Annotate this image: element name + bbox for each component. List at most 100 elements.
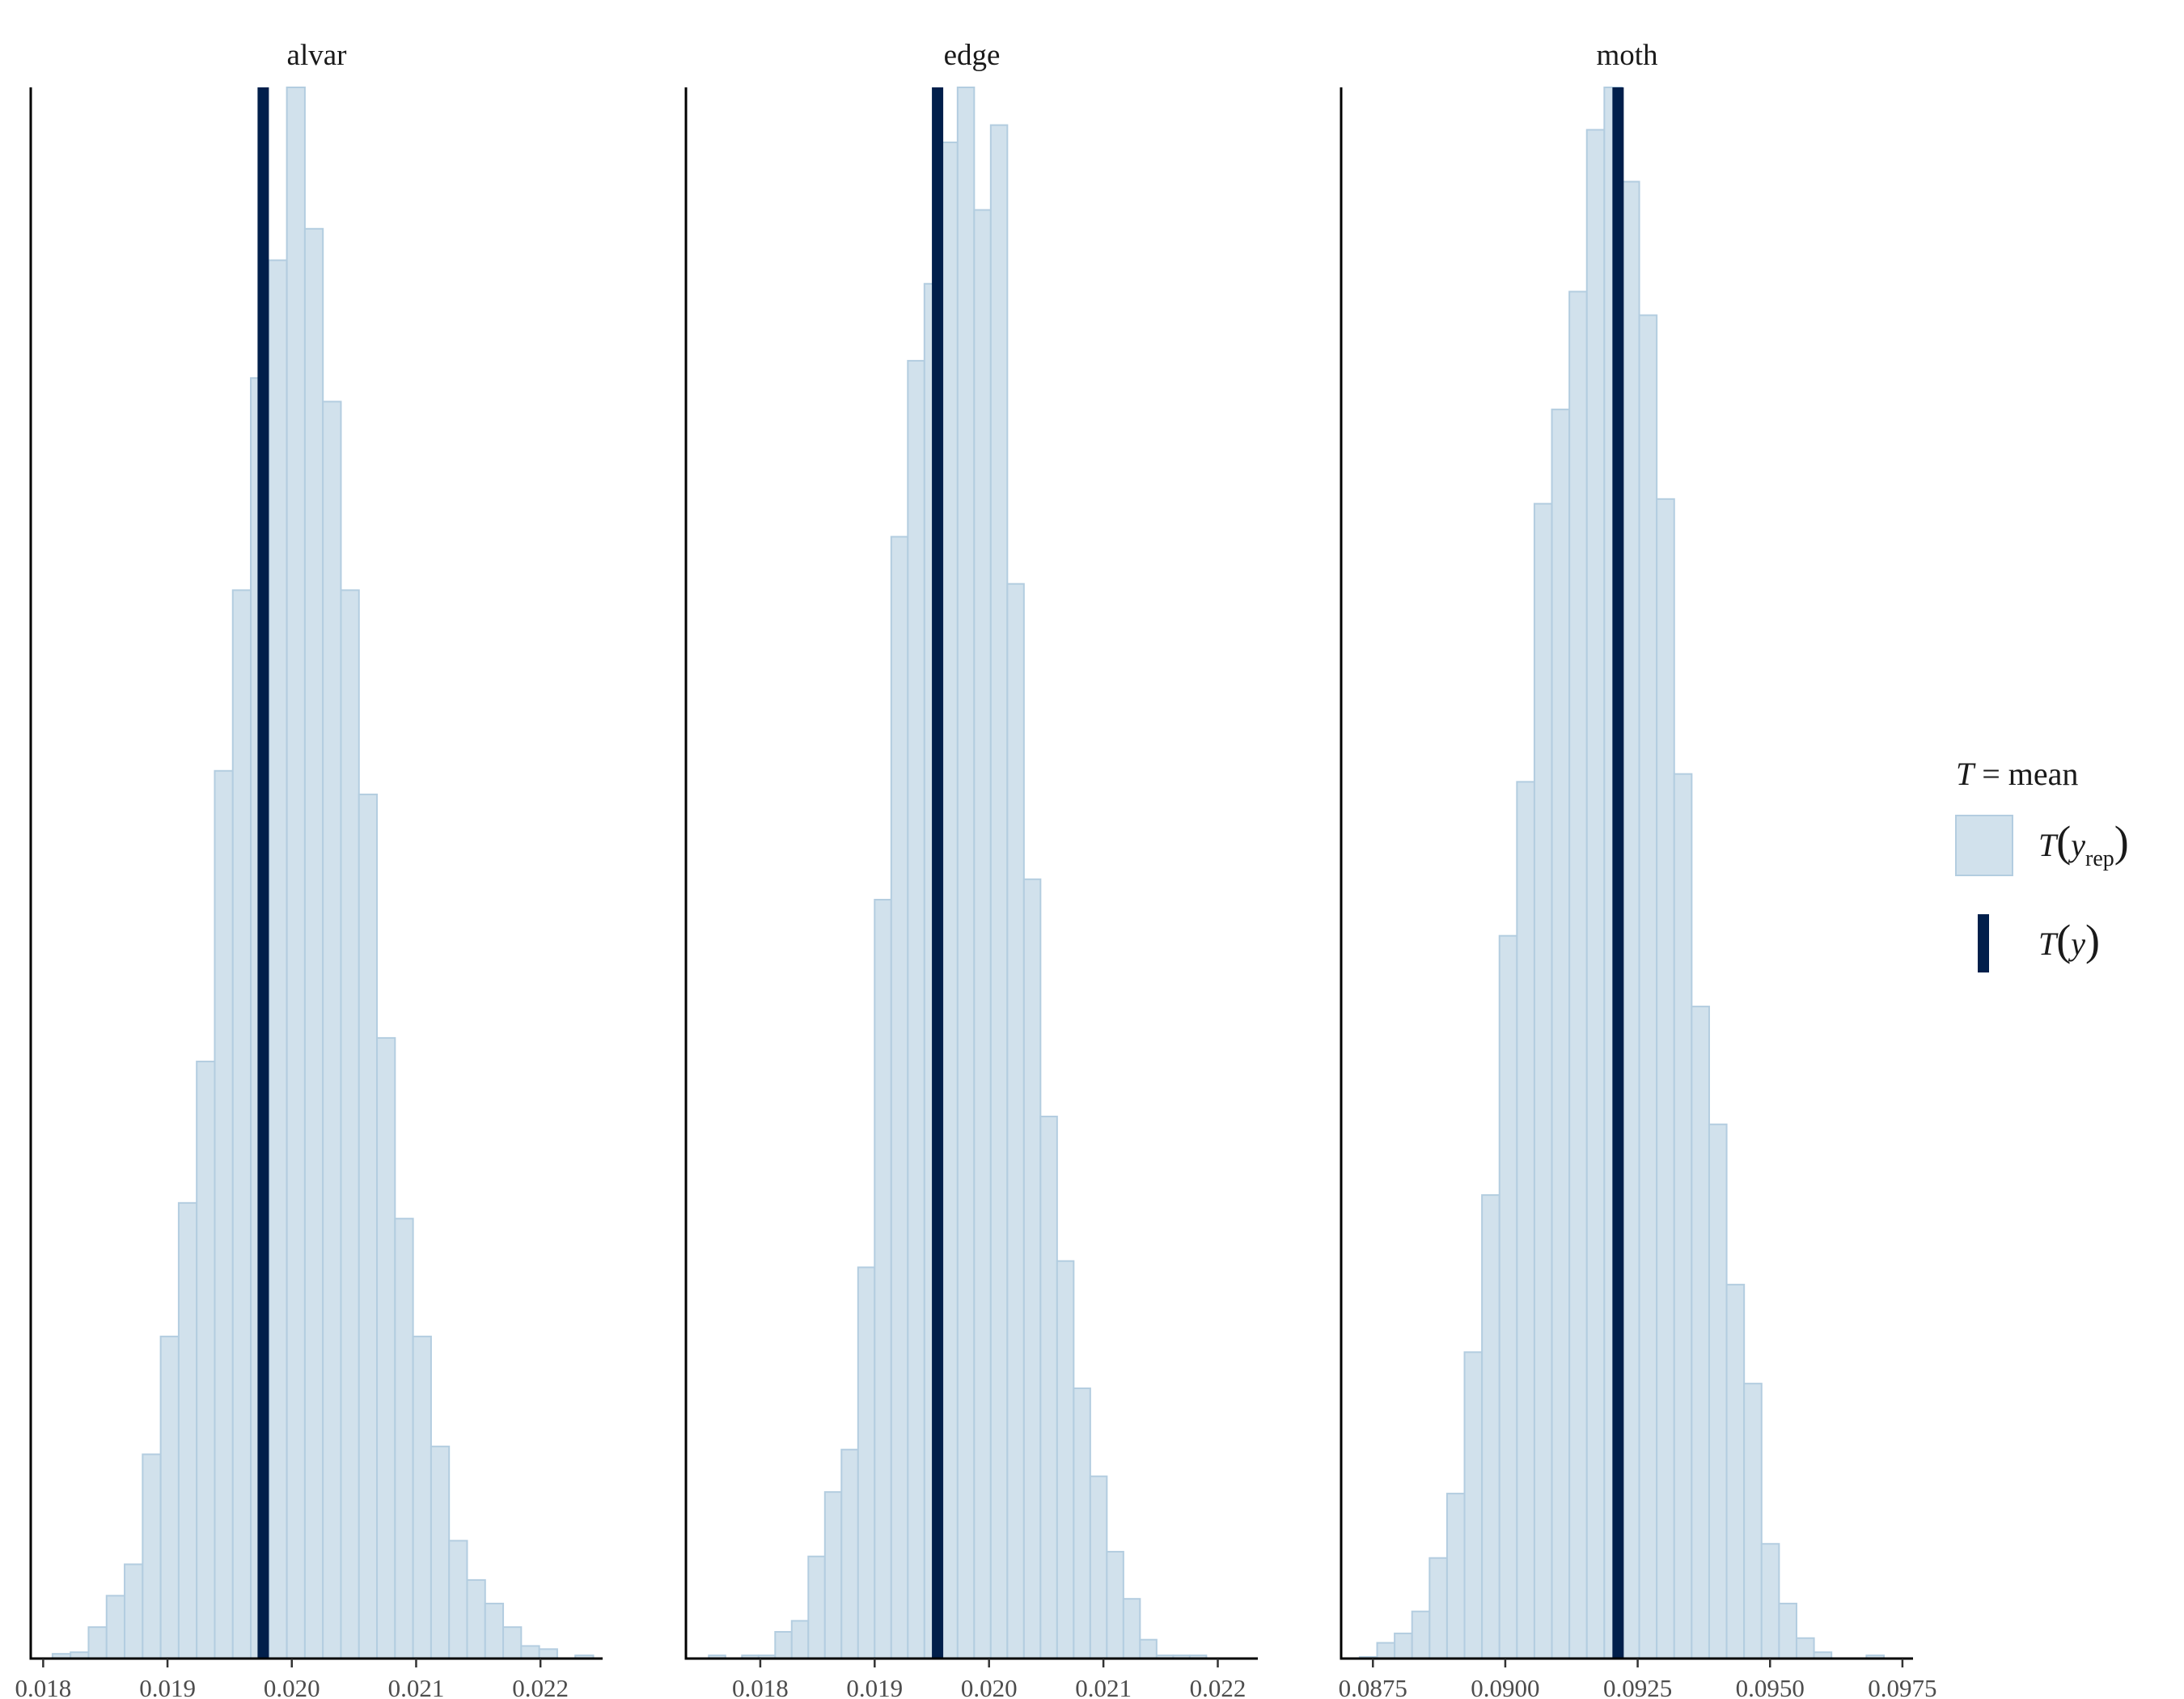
histogram-bar bbox=[159, 1335, 180, 1659]
x-tick-label: 0.020 bbox=[961, 1674, 1018, 1699]
facet-alvar: 0.018 0.019 0.020 0.021 0.022 alvar bbox=[15, 39, 603, 1699]
legend-key-obs bbox=[1978, 914, 1989, 972]
legend-rep-symbol: T bbox=[2038, 827, 2059, 863]
legend-rep-subscript: rep bbox=[2085, 846, 2114, 871]
histogram-bar bbox=[1691, 1006, 1710, 1659]
histogram-bar bbox=[857, 1266, 876, 1659]
histogram-bar bbox=[807, 1555, 826, 1660]
x-tick-label: 0.0925 bbox=[1603, 1674, 1672, 1699]
histogram-bar bbox=[956, 87, 976, 1659]
x-tick-label: 0.019 bbox=[846, 1674, 903, 1699]
legend-label-rep: T(yrep) bbox=[2038, 817, 2129, 871]
x-tick-label: 0.021 bbox=[1075, 1674, 1132, 1699]
histogram-bar bbox=[1568, 290, 1588, 1660]
legend-rep-var: y bbox=[2068, 827, 2085, 863]
histogram-bar bbox=[87, 1626, 108, 1660]
legend: T = mean T(yrep) T(y) bbox=[1955, 756, 2129, 972]
histogram-bar bbox=[1376, 1642, 1396, 1659]
histogram-bar bbox=[907, 359, 925, 1659]
histogram-bar bbox=[1039, 1116, 1058, 1659]
x-tick-label: 0.022 bbox=[1190, 1674, 1246, 1699]
x-tick-label: 0.0975 bbox=[1868, 1674, 1936, 1699]
x-tick-label: 0.018 bbox=[15, 1674, 71, 1699]
x-tick-label: 0.0950 bbox=[1736, 1674, 1805, 1699]
observed-stat-line bbox=[932, 87, 944, 1659]
histogram-bar bbox=[358, 793, 379, 1659]
legend-obs-open-paren: ( bbox=[2056, 916, 2071, 964]
histogram-bar bbox=[520, 1645, 540, 1659]
x-tick-label: 0.0900 bbox=[1471, 1674, 1539, 1699]
histogram-bar bbox=[1089, 1475, 1108, 1659]
histogram-bar bbox=[105, 1595, 126, 1659]
facet-edge: 0.018 0.019 0.020 0.021 0.022 edge bbox=[684, 39, 1258, 1699]
histogram-bar bbox=[874, 899, 892, 1659]
histogram-bar bbox=[1022, 878, 1042, 1659]
histogram-bar bbox=[268, 259, 288, 1659]
histogram-bar bbox=[322, 400, 342, 1659]
histogram-bar bbox=[1533, 502, 1553, 1659]
histogram-bar bbox=[1551, 409, 1571, 1659]
histogram-bar bbox=[1498, 934, 1518, 1660]
histogram-bar bbox=[1073, 1387, 1091, 1659]
histogram-bar bbox=[1445, 1493, 1466, 1659]
histogram-bar bbox=[973, 209, 992, 1660]
histogram-bar bbox=[1481, 1194, 1500, 1659]
facet-title-moth: moth bbox=[1596, 39, 1658, 72]
histogram-bar bbox=[286, 87, 306, 1659]
histogram-bar bbox=[1760, 1543, 1780, 1659]
histogram-bar bbox=[196, 1061, 216, 1660]
histogram-bar bbox=[989, 124, 1009, 1660]
histogram-bar bbox=[430, 1445, 451, 1659]
histogram-bar bbox=[1139, 1638, 1158, 1659]
legend-rep-open-paren: ( bbox=[2056, 817, 2071, 866]
x-tick-label: 0.022 bbox=[512, 1674, 569, 1699]
histogram-bar bbox=[1463, 1351, 1484, 1660]
histogram-bar bbox=[823, 1491, 843, 1660]
histogram-bar bbox=[890, 536, 909, 1659]
histogram-bar bbox=[1743, 1383, 1763, 1660]
legend-label-obs: T(y) bbox=[2038, 916, 2100, 964]
histogram-bar bbox=[1122, 1598, 1141, 1659]
legend-title-text: = mean bbox=[1974, 756, 2078, 792]
histogram-bar bbox=[1708, 1123, 1728, 1659]
histogram-bar bbox=[1778, 1603, 1797, 1660]
histogram-bar bbox=[466, 1578, 486, 1660]
legend-title: T = mean bbox=[1956, 756, 2078, 792]
histogram-bar bbox=[1585, 129, 1606, 1659]
histogram-bar bbox=[1428, 1557, 1448, 1659]
facet-title-alvar: alvar bbox=[287, 39, 347, 72]
histogram-bar bbox=[940, 141, 959, 1660]
histogram-bar bbox=[774, 1630, 793, 1659]
observed-stat-line bbox=[1612, 87, 1624, 1659]
histogram-bar bbox=[1056, 1260, 1075, 1660]
histogram-bar bbox=[1795, 1637, 1815, 1659]
histogram-bar bbox=[1673, 773, 1693, 1659]
histogram-bar bbox=[231, 589, 252, 1660]
x-tick-label: 0.020 bbox=[264, 1674, 320, 1699]
histogram-bar bbox=[1638, 314, 1658, 1660]
histogram-bar bbox=[1411, 1610, 1431, 1659]
histogram-bar bbox=[177, 1201, 198, 1659]
histogram-bar bbox=[412, 1335, 432, 1659]
histogram-bar bbox=[142, 1453, 162, 1660]
histogram-bar bbox=[790, 1620, 810, 1660]
legend-obs-symbol: T bbox=[2038, 926, 2059, 962]
histogram-bar bbox=[214, 769, 234, 1659]
facet-title-edge: edge bbox=[944, 39, 1001, 72]
histogram-bar bbox=[484, 1603, 505, 1660]
x-tick-label: 0.021 bbox=[388, 1674, 445, 1699]
x-tick-label: 0.018 bbox=[732, 1674, 789, 1699]
histogram-bar bbox=[502, 1626, 523, 1660]
legend-obs-var: y bbox=[2068, 926, 2085, 962]
histogram-bar bbox=[1620, 180, 1640, 1659]
histogram-bar bbox=[124, 1563, 144, 1659]
legend-rep-close-paren: ) bbox=[2114, 817, 2129, 866]
histogram-bar bbox=[303, 227, 324, 1659]
legend-key-rep bbox=[1955, 815, 2013, 876]
histogram-bar bbox=[394, 1218, 414, 1659]
histogram-bar bbox=[340, 589, 360, 1660]
histogram-bar bbox=[1106, 1550, 1124, 1659]
histogram-bar bbox=[1725, 1283, 1746, 1660]
histogram-bar bbox=[538, 1648, 558, 1659]
